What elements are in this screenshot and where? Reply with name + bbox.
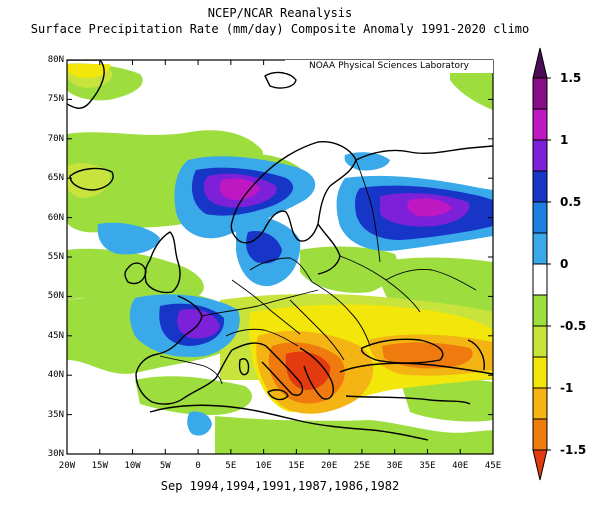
- colorbar-swatch: [532, 108, 548, 141]
- lon-tick-label: 5W: [159, 461, 171, 471]
- map-subtitle: Surface Precipitation Rate (mm/day) Comp…: [30, 22, 530, 36]
- lat-tick-label: 45N: [47, 330, 64, 341]
- lat-tick-label: 70N: [47, 133, 64, 144]
- lon-tick-label: 35E: [419, 461, 436, 471]
- colorbar-swatch: [532, 263, 548, 296]
- lat-tick-label: 60N: [47, 212, 64, 223]
- lon-tick-label: 20E: [321, 461, 338, 471]
- lon-tick-label: 5E: [225, 461, 237, 471]
- lon-tick-label: 20W: [58, 461, 76, 471]
- colorbar: [532, 47, 551, 481]
- lon-tick-label: 45E: [484, 461, 502, 471]
- lat-tick-label: 40N: [47, 370, 64, 381]
- colorbar-label: 1.5: [560, 71, 582, 85]
- lat-tick-label: 65N: [47, 173, 64, 184]
- lon-tick-label: 10W: [124, 461, 141, 471]
- lon-tick-label: 30E: [386, 461, 403, 471]
- colorbar-swatch: [532, 325, 548, 358]
- colorbar-label: 0: [560, 257, 569, 271]
- colorbar-label: -0.5: [560, 319, 587, 333]
- colorbar-bottom-arrow: [532, 449, 548, 481]
- tick-marks: [66, 59, 494, 455]
- colorbar-swatch: [532, 387, 548, 420]
- colorbar-top-arrow: [532, 47, 548, 79]
- colorbar-swatch: [532, 418, 548, 451]
- coastlines: [67, 60, 493, 441]
- colorbar-swatch: [532, 356, 548, 389]
- colorbar-label: 1: [560, 133, 569, 147]
- lon-tick-label: 15W: [91, 461, 108, 471]
- colorbar-swatch: [532, 139, 548, 172]
- colorbar-label: -1: [560, 381, 574, 395]
- colorbar-swatch: [532, 232, 548, 265]
- colorbar-swatch: [532, 77, 548, 110]
- map-title: NCEP/NCAR Reanalysis: [207, 6, 353, 20]
- lon-tick-label: 10E: [255, 461, 272, 471]
- colorbar-swatch: [532, 201, 548, 234]
- lat-tick-label: 50N: [47, 291, 64, 302]
- lat-tick-label: 35N: [47, 409, 64, 420]
- colorbar-swatch: [532, 294, 548, 327]
- lon-tick-label: 40E: [452, 461, 469, 471]
- colorbar-label: 0.5: [560, 195, 582, 209]
- lon-tick-label: 25E: [353, 461, 371, 471]
- lon-tick-label: 15E: [288, 461, 305, 471]
- colorbar-label: -1.5: [560, 443, 587, 457]
- lat-tick-label: 75N: [47, 94, 64, 105]
- colorbar-swatch: [532, 170, 548, 203]
- lon-tick-label: 0: [195, 461, 201, 471]
- anomaly-fill: [67, 60, 493, 454]
- lat-tick-label: 30N: [47, 449, 64, 459]
- x-axis-label: Sep 1994,1994,1991,1987,1986,1982: [160, 479, 400, 493]
- credit-label: NOAA Physical Sciences Laboratory: [285, 60, 493, 73]
- lat-tick-label: 80N: [47, 55, 64, 65]
- lat-tick-label: 55N: [47, 252, 64, 262]
